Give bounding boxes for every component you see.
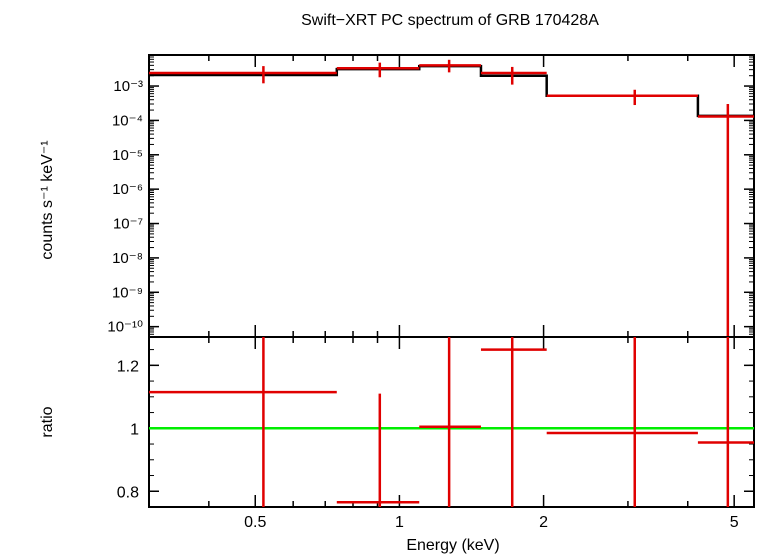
x-tick-label: 2 xyxy=(539,514,548,531)
ratio-panel: 0.8 1 1.2 0.5 1 2 5 xyxy=(117,336,755,531)
x-axis-label: Energy (keV) xyxy=(406,537,499,554)
ratio-frame xyxy=(148,336,755,508)
chart-title: Swift−XRT PC spectrum of GRB 170428A xyxy=(301,12,599,29)
y-tick-label: 10⁻⁵ xyxy=(112,147,143,164)
y-tick-label: 10⁻¹⁰ xyxy=(107,319,143,336)
y-tick-label: 10⁻⁷ xyxy=(113,216,143,233)
spectrum-frame xyxy=(148,54,755,338)
x-tick-label: 0.5 xyxy=(244,514,266,531)
y-tick-label: 10⁻³ xyxy=(113,78,143,95)
y-tick-label: 10⁻⁹ xyxy=(112,284,143,301)
bottom-y-axis-label: ratio xyxy=(39,406,56,437)
y-tick-label: 10⁻⁶ xyxy=(112,181,143,198)
y-tick-label: 10⁻⁸ xyxy=(112,250,143,267)
x-tick-label: 5 xyxy=(730,514,739,531)
model-step-line xyxy=(149,64,754,118)
spectrum-panel: 10⁻³ 10⁻⁴ 10⁻⁵ 10⁻⁶ 10⁻⁷ 10⁻⁸ 10⁻⁹ 10⁻¹⁰ xyxy=(107,54,755,338)
ratio-tick-label: 1.2 xyxy=(117,358,139,375)
top-y-axis-label: counts s⁻¹ keV⁻¹ xyxy=(39,140,56,259)
ratio-tick-label: 1 xyxy=(130,421,139,438)
y-tick-label: 10⁻⁴ xyxy=(112,112,143,129)
ratio-tick-label: 0.8 xyxy=(117,484,139,501)
x-tick-label: 1 xyxy=(395,514,404,531)
